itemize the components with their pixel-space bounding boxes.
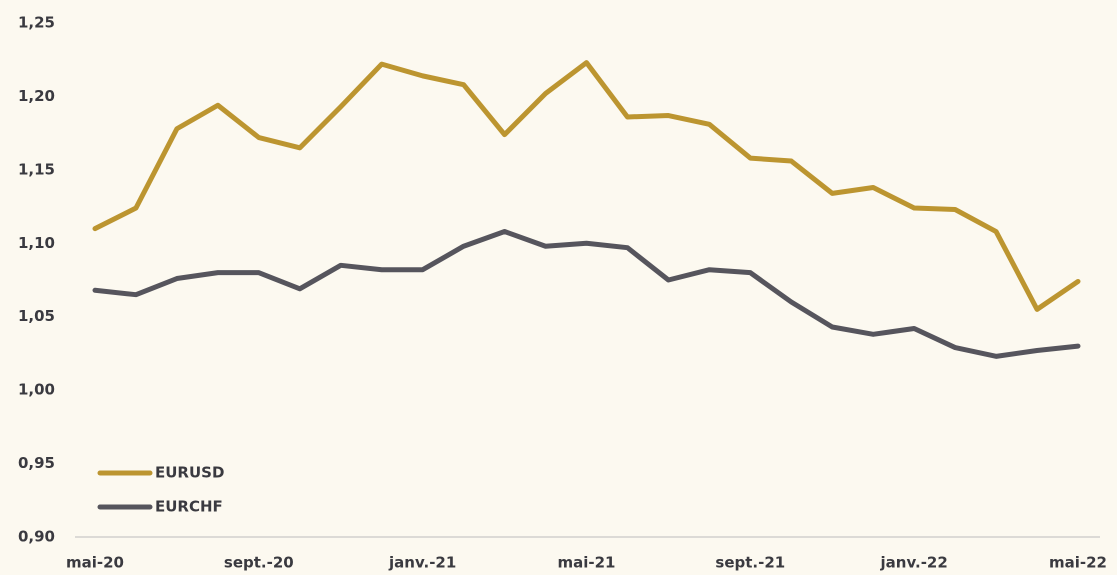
x-tick-label: janv.-22 — [880, 554, 948, 572]
x-tick-label: sept.-21 — [715, 554, 785, 572]
legend-label: EURUSD — [155, 464, 224, 482]
y-tick-label: 1,15 — [18, 160, 55, 178]
y-tick-label: 1,05 — [18, 307, 55, 325]
x-tick-label: mai-21 — [558, 554, 616, 572]
y-tick-label: 0,95 — [18, 454, 55, 472]
y-tick-label: 1,00 — [18, 381, 55, 399]
y-tick-label: 1,25 — [18, 14, 55, 32]
x-tick-label: janv.-21 — [388, 554, 456, 572]
x-tick-label: mai-22 — [1049, 554, 1107, 572]
x-tick-label: sept.-20 — [224, 554, 294, 572]
y-tick-label: 1,20 — [18, 87, 55, 105]
series-line — [92, 229, 1081, 359]
y-tick-label: 0,90 — [18, 528, 55, 546]
x-tick-label: mai-20 — [66, 554, 124, 572]
series-line — [92, 60, 1081, 312]
y-tick-label: 1,10 — [18, 234, 55, 252]
legend-label: EURCHF — [155, 498, 223, 516]
